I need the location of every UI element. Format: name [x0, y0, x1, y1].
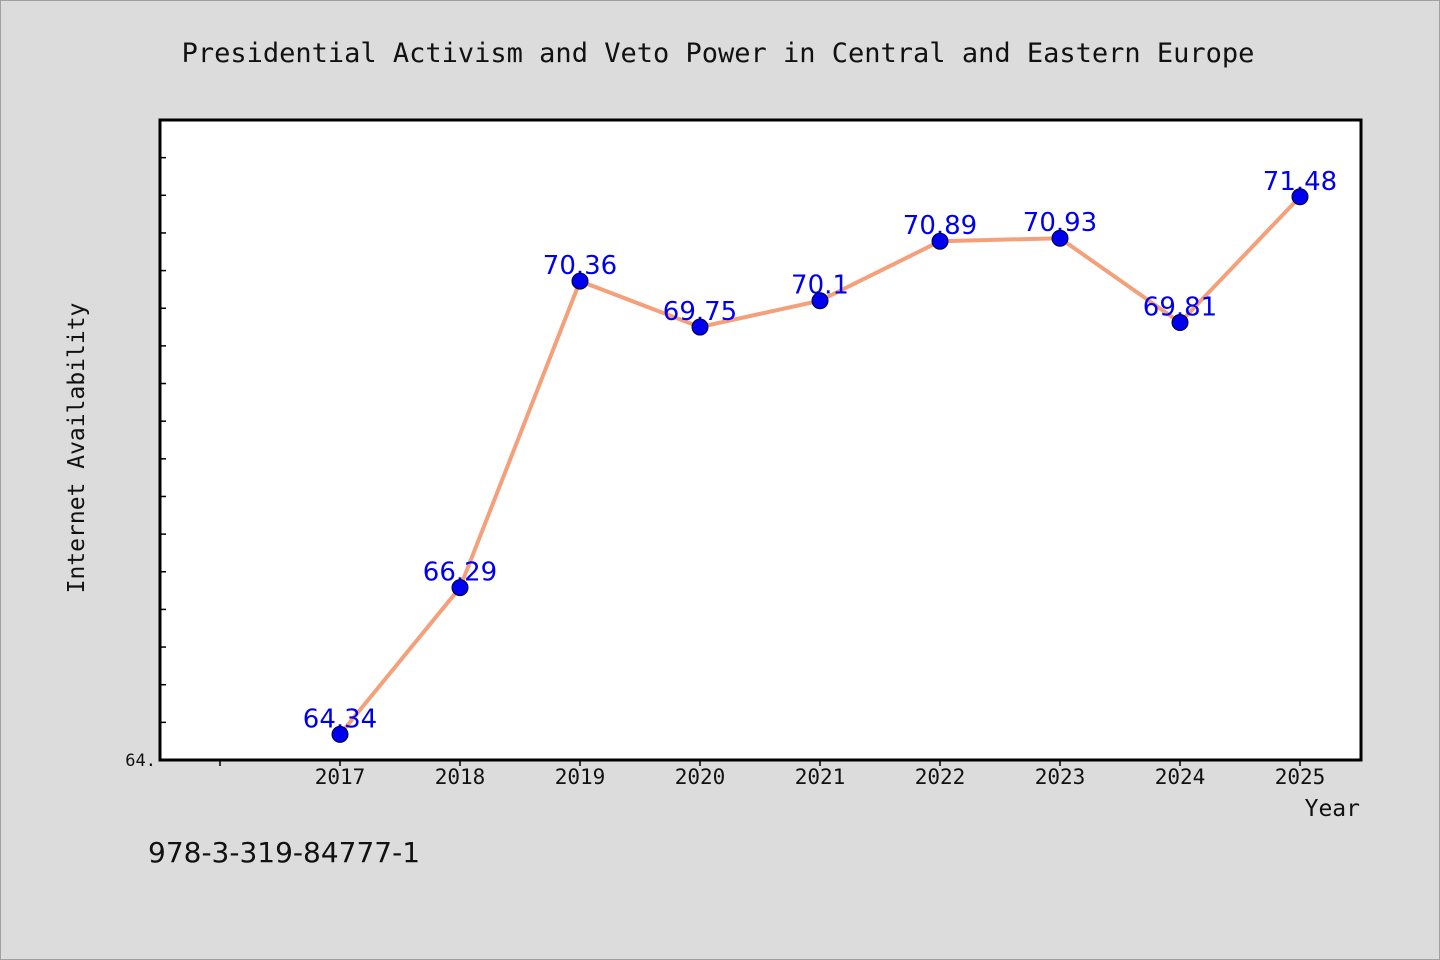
x-tick-label: 2025 [1275, 765, 1326, 789]
x-axis-label: Year [1305, 796, 1360, 822]
y-axis-label: Internet Availability [64, 303, 90, 594]
plot-area [158, 118, 1363, 762]
y-axis-ticks [160, 119, 166, 761]
chart-title: Presidential Activism and Veto Power in … [182, 38, 1255, 69]
x-tick-label: 2021 [795, 765, 846, 789]
x-tick-label: 2024 [1155, 765, 1206, 789]
data-point [811, 292, 829, 310]
data-point [1051, 229, 1069, 247]
data-point [331, 725, 349, 743]
data-point [931, 232, 949, 250]
data-point [1171, 314, 1189, 332]
data-point [451, 579, 469, 597]
y-tick-label: 64. [125, 751, 156, 771]
x-tick-label: 2018 [435, 765, 486, 789]
data-point [571, 272, 589, 290]
x-tick-label: 2023 [1035, 765, 1086, 789]
data-point [1291, 188, 1309, 206]
x-tick-label: 2022 [915, 765, 966, 789]
x-axis-ticks: 2017 2018 2019 2020 2021 2022 2023 2024 2025 [219, 760, 1326, 789]
x-tick-label: 2019 [555, 765, 606, 789]
footer-isbn: 978-3-319-84777-1 [148, 836, 420, 869]
data-point [691, 318, 709, 336]
x-tick-label: 2020 [675, 765, 726, 789]
x-tick-label: 2017 [315, 765, 366, 789]
